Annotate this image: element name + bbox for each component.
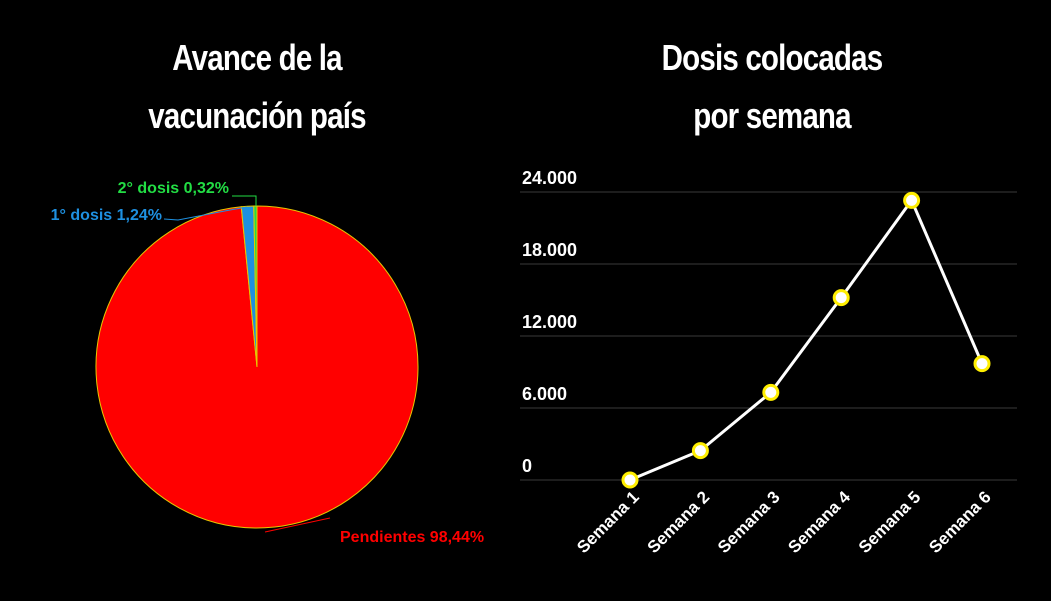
pie-title-line-1: Avance de la [172,37,342,78]
pie-title: Avance de la vacunación país [93,29,421,145]
series-line [629,197,984,482]
data-point [621,471,639,489]
data-point [762,383,780,401]
pie-leader-line [232,195,257,206]
y-tick-label: 0 [522,456,532,476]
x-tick-label: Semana 5 [855,487,925,557]
x-tick-label: Semana 4 [784,487,854,557]
pie-leader-line [163,206,248,221]
pie-leader-line [264,517,331,533]
x-tick-label: Semana 2 [644,487,714,557]
y-tick-label: 18.000 [522,240,577,260]
line-title-line-2: por semana [693,95,851,136]
data-point [691,442,709,460]
pie-data-label: 1° dosis 1,24% [51,207,162,224]
pie-slice-2-dosis [253,205,258,368]
data-point [903,191,921,209]
y-tick-label: 6.000 [522,384,567,404]
y-tick-label: 24.000 [522,168,577,188]
data-point [973,355,991,373]
x-tick-label: Semana 6 [925,487,995,557]
line-title: Dosis colocadas por semana [608,29,936,145]
pie-data-label: 2° dosis 0,32% [118,180,229,197]
x-tick-label: Semana 1 [573,487,643,557]
pie-data-label: Pendientes 98,44% [340,529,484,546]
pie-title-line-2: vacunación país [148,95,366,136]
line-title-line-1: Dosis colocadas [661,37,884,78]
y-tick-label: 12.000 [522,312,577,332]
data-point [832,289,850,307]
x-tick-label: Semana 3 [714,487,784,557]
